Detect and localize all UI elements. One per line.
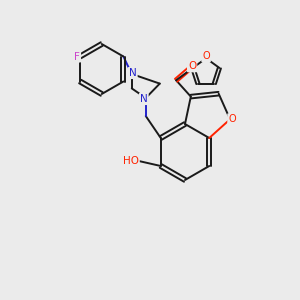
Text: O: O — [228, 114, 236, 124]
Text: N: N — [129, 68, 136, 78]
Text: O: O — [202, 51, 210, 61]
Text: N: N — [140, 94, 148, 104]
Text: O: O — [188, 61, 196, 71]
Text: F: F — [74, 52, 80, 61]
Text: HO: HO — [123, 156, 139, 166]
